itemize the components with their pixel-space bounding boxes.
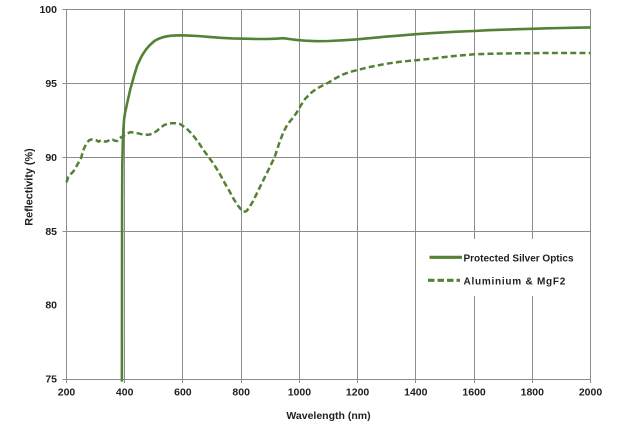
svg-text:400: 400	[116, 387, 134, 399]
svg-text:Wavelength (nm): Wavelength (nm)	[286, 410, 370, 422]
svg-text:1200: 1200	[346, 387, 370, 399]
svg-text:200: 200	[58, 387, 76, 399]
svg-text:600: 600	[174, 387, 192, 399]
svg-text:75: 75	[45, 374, 57, 386]
svg-text:Aluminium & MgF2: Aluminium & MgF2	[464, 277, 567, 288]
svg-text:2000: 2000	[579, 387, 603, 399]
svg-text:1000: 1000	[288, 387, 312, 399]
svg-text:1600: 1600	[462, 387, 486, 399]
svg-text:95: 95	[45, 78, 57, 90]
svg-text:Protected Silver Optics: Protected Silver Optics	[464, 253, 574, 264]
svg-text:1800: 1800	[521, 387, 545, 399]
svg-text:Reflectivity (%): Reflectivity (%)	[24, 148, 36, 226]
svg-text:800: 800	[232, 387, 250, 399]
svg-text:1400: 1400	[404, 387, 428, 399]
svg-text:85: 85	[45, 226, 57, 238]
svg-text:90: 90	[45, 152, 57, 164]
svg-text:80: 80	[45, 300, 57, 312]
svg-text:100: 100	[39, 4, 57, 16]
